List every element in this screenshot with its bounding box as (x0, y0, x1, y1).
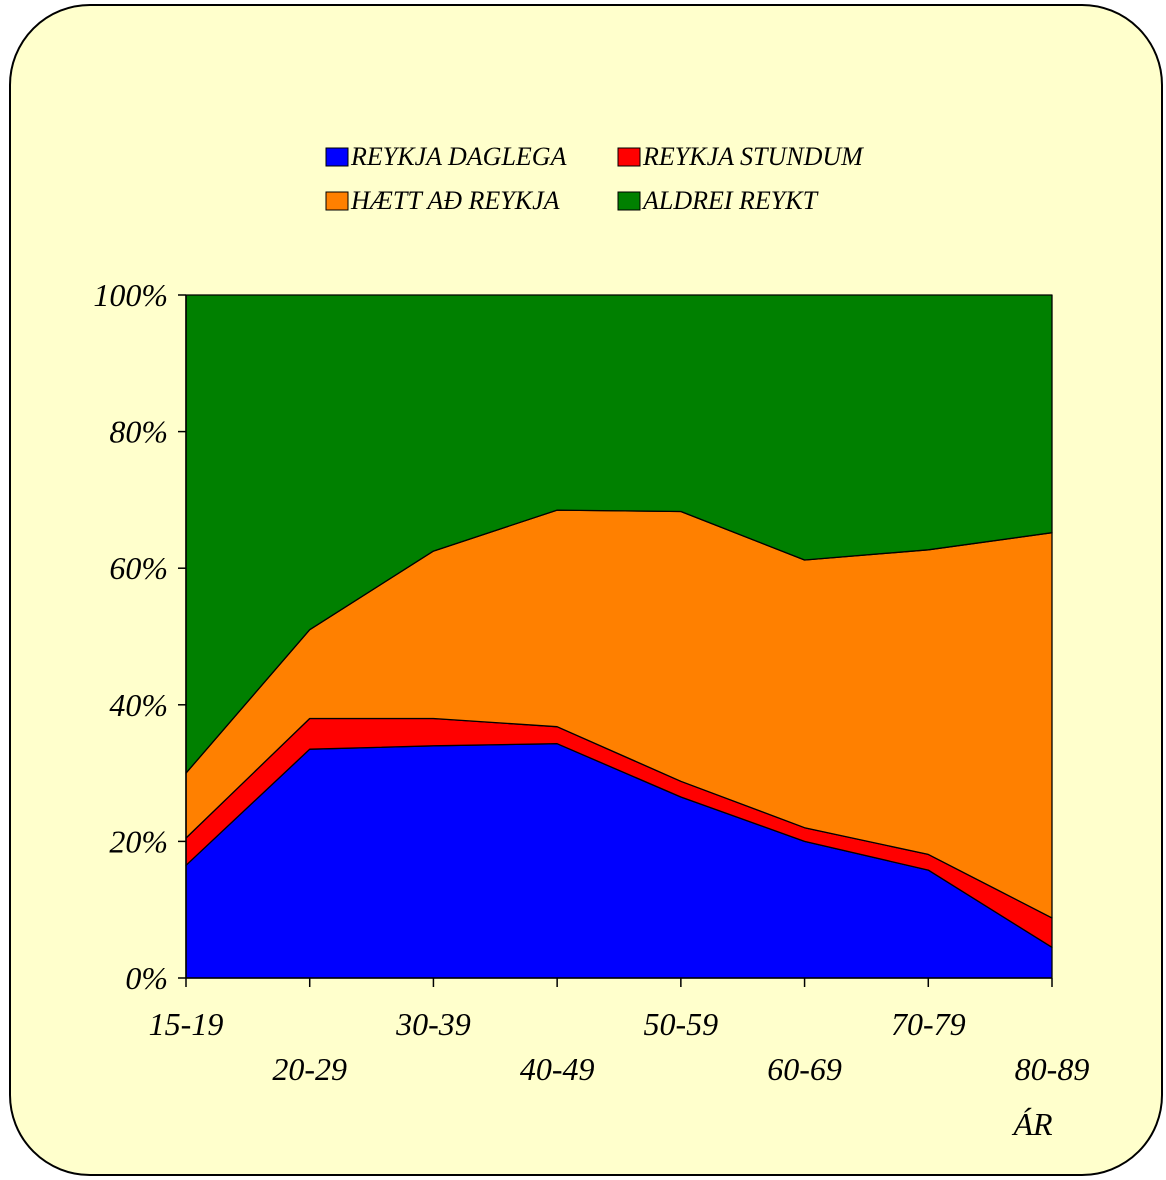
x-tick-label: 40-49 (520, 1051, 595, 1087)
x-tick-label: 15-19 (149, 1006, 224, 1042)
x-tick-label: 60-69 (767, 1051, 842, 1087)
x-tick-label: 20-29 (272, 1051, 347, 1087)
legend: REYKJA DAGLEGA REYKJA STUNDUM HÆTT AÐ REYK… (325, 142, 864, 215)
legend-swatch (325, 191, 349, 211)
y-tick-label: 60% (109, 550, 168, 586)
plot-area (185, 294, 1053, 979)
area-series-aldrei-reykt (185, 294, 1053, 774)
legend-label: REYKJA DAGLEGA (350, 142, 567, 171)
x-tick-label: 70-79 (891, 1006, 966, 1042)
x-tick-label: 80-89 (1015, 1051, 1090, 1087)
y-tick-label: 80% (109, 414, 168, 450)
y-tick-label: 20% (109, 823, 168, 859)
legend-label: REYKJA STUNDUM (642, 142, 864, 171)
y-tick-label: 40% (109, 687, 168, 723)
x-axis-title: ÁR (1011, 1106, 1053, 1142)
legend-label: ALDREI REYKT (641, 186, 819, 215)
legend-swatch (617, 191, 641, 211)
y-tick-label: 0% (125, 960, 168, 996)
legend-label: HÆTT AÐ REYKJA (350, 186, 560, 215)
legend-swatch (325, 147, 349, 167)
y-tick-label: 100% (93, 277, 168, 313)
axes: 0% 20% 40% 60% 80% 100% 15-19 20-29 30-39 40-49 50… (93, 277, 1089, 1142)
x-tick-label: 50-59 (644, 1006, 719, 1042)
legend-swatch (617, 147, 641, 167)
x-tick-label: 30-39 (395, 1006, 471, 1042)
